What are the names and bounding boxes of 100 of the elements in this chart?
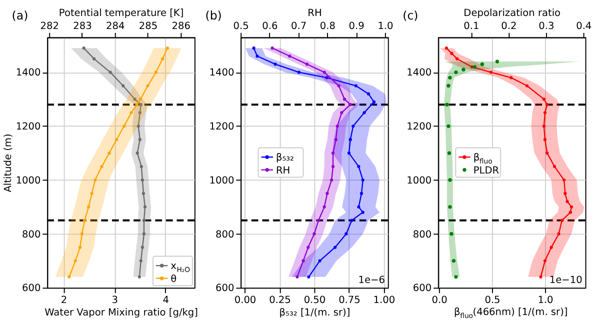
y-tick-label: 800 (22, 229, 41, 240)
point (472, 65, 477, 69)
x2-tick-label: 0.8 (320, 20, 336, 32)
x-axis-title: Water Vapor Mixing ratio [g/kg] (44, 308, 198, 319)
x-tick-label: 0.00 (234, 294, 256, 306)
point (322, 70, 326, 74)
point (454, 275, 458, 279)
point (331, 164, 335, 168)
point (146, 84, 150, 88)
point (452, 258, 456, 263)
x-tick-label: 1.00 (373, 294, 396, 306)
legend-label: RH (276, 165, 290, 176)
y-tick-label: 1000 (209, 175, 234, 186)
x2-tick-label: 0.2 (501, 20, 517, 32)
point (462, 68, 466, 72)
y-tick-label: 1400 (406, 68, 432, 79)
point (306, 246, 310, 249)
point (322, 205, 326, 208)
point (122, 124, 126, 128)
point (334, 138, 338, 142)
point (83, 218, 86, 222)
x-tick-label: 1.0 (538, 294, 554, 306)
point (340, 111, 344, 114)
x2-tick-label: 0.6 (262, 20, 278, 32)
point (445, 102, 449, 106)
y-tick-label: 600 (216, 283, 234, 294)
x2-tick-label: 0.3 (538, 20, 554, 32)
point (348, 103, 352, 106)
x-axis-title: β₅₃₂ [1/(m. sr)] (279, 308, 350, 319)
point (343, 98, 346, 101)
point (305, 62, 309, 66)
point (87, 205, 90, 208)
legend-label: β₅₃₂ (276, 152, 294, 164)
y-tick-label: 1200 (406, 122, 432, 133)
y-tick-label: 800 (412, 229, 432, 240)
chart-title: (c) (402, 8, 418, 23)
y-tick-label: 1000 (16, 175, 41, 186)
y-tick-label: 600 (22, 283, 41, 294)
legend-label: θ (170, 274, 177, 285)
point (302, 259, 305, 262)
point (108, 152, 111, 155)
point (326, 192, 329, 196)
point (138, 98, 142, 101)
point (330, 178, 334, 182)
point (288, 54, 292, 58)
point (296, 275, 299, 278)
point (446, 84, 450, 88)
point (130, 111, 133, 114)
annotation: 1e−6 (358, 274, 385, 286)
point (166, 46, 170, 50)
point (336, 124, 339, 128)
point (495, 60, 500, 64)
y-tick-label: 1400 (16, 68, 41, 79)
annotation: 1e−10 (549, 274, 582, 286)
point (68, 275, 71, 278)
x2-tick-label: 0.1 (464, 20, 480, 32)
point (94, 178, 97, 182)
y-tick-label: 600 (412, 283, 432, 294)
x2-tick-label: 286 (172, 20, 190, 32)
x2-axis-title: Potential temperature [K] (58, 8, 184, 20)
x-tick-label: 0.5 (484, 294, 500, 306)
point (448, 205, 452, 209)
point (317, 218, 320, 222)
x-tick-label: 0.75 (338, 294, 360, 306)
point (450, 232, 454, 236)
x-tick-label: 4 (162, 294, 169, 306)
point (454, 70, 458, 74)
x2-tick-label: 283 (73, 20, 92, 32)
point (447, 151, 452, 155)
point (154, 70, 158, 74)
x2-tick-label: 0.5 (233, 20, 249, 32)
y-tick-label: 1200 (16, 122, 41, 133)
chart-title: (a) (12, 8, 28, 23)
y-tick-label: 800 (216, 229, 234, 240)
point (480, 62, 484, 66)
y-tick-label: 1000 (406, 175, 432, 186)
x-tick-label: 2 (60, 294, 68, 306)
point (78, 246, 82, 249)
y-axis-title: Altitude (m) (2, 134, 14, 192)
point (100, 164, 104, 168)
point (337, 84, 340, 88)
x2-tick-label: 1.0 (378, 20, 394, 32)
point (90, 192, 94, 196)
x-tick-label: 0.50 (304, 294, 326, 306)
point (448, 178, 452, 182)
x-tick-label: 3 (112, 294, 118, 306)
point (312, 232, 316, 236)
point (74, 259, 77, 262)
point (114, 138, 118, 142)
point (331, 152, 335, 155)
x2-tick-label: 0.4 (576, 20, 592, 32)
y-tick-label: 1400 (209, 68, 234, 79)
point (270, 46, 274, 50)
point (160, 57, 164, 60)
point (448, 76, 452, 80)
x-tick-label: 0.0 (432, 294, 448, 306)
x2-tick-label: 0.7 (291, 20, 307, 32)
point (135, 103, 138, 106)
x2-tick-label: 0.9 (348, 20, 364, 32)
point (446, 124, 450, 128)
